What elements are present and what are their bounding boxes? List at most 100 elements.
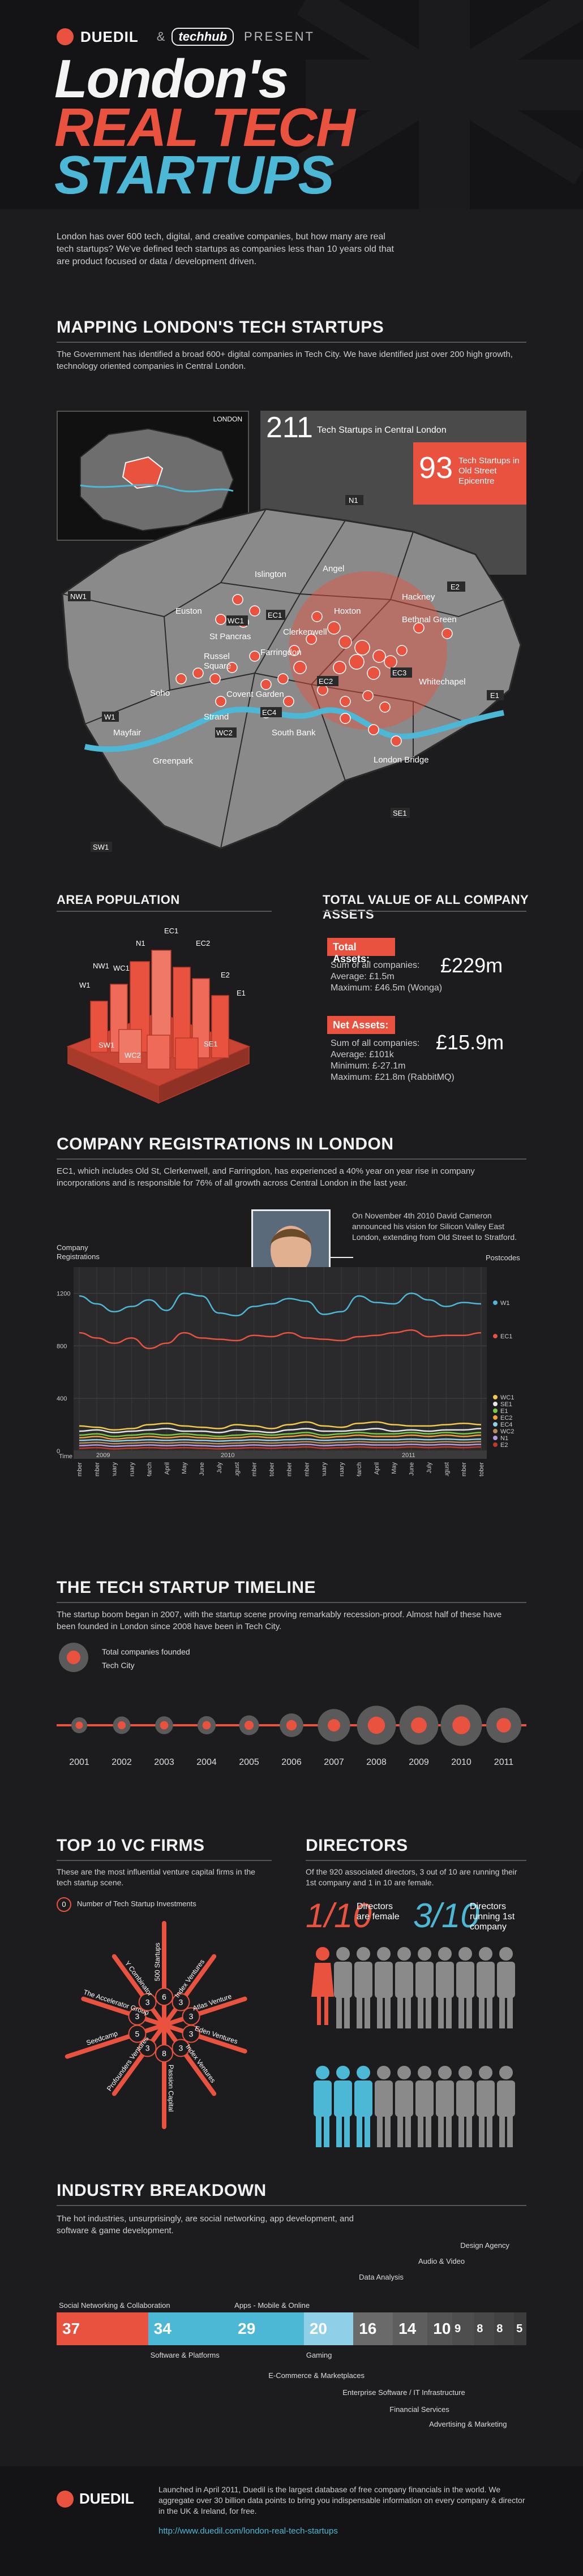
assets-title: TOTAL VALUE OF ALL COMPANY ASSETS	[323, 893, 529, 921]
industry-segment-label: E-Commerce & Marketplaces	[268, 2371, 365, 2380]
ampersand: &	[156, 29, 165, 44]
legend-label-e2: E2	[500, 1442, 508, 1449]
timeline-year-label: 2010	[451, 1757, 471, 1767]
svg-text:WC1: WC1	[113, 964, 130, 972]
x-tick-label: February	[129, 1462, 136, 1476]
vc-count-circle	[172, 2039, 190, 2057]
director-icon	[477, 2066, 495, 2147]
timeline-title: THE TECH STARTUP TIMELINE	[57, 1578, 316, 1597]
vc-spoke	[112, 1954, 166, 2027]
legend-label-se1: SE1	[500, 1401, 512, 1408]
legend-dot-wc1	[493, 1395, 498, 1399]
series-line-e2	[79, 1446, 482, 1450]
svg-text:Euston: Euston	[175, 606, 202, 616]
tech-city-bubble	[367, 1716, 385, 1734]
series-line-ec4	[79, 1438, 482, 1442]
timeline-text: The startup boom began in 2007, with the…	[57, 1610, 502, 1631]
svg-text:Covent Garden: Covent Garden	[226, 690, 284, 699]
svg-text:EC1: EC1	[268, 611, 282, 619]
vc-count: 3	[145, 2043, 150, 2052]
tech-city-bubble	[245, 1721, 254, 1730]
industry-segment: 8	[474, 2312, 495, 2345]
x-tick-label: December	[303, 1462, 310, 1476]
x-tick-label: July	[216, 1462, 223, 1474]
footer-link[interactable]: http://www.duedil.com/london-real-tech-s…	[158, 2526, 338, 2536]
directors-silhouettes	[311, 1947, 515, 2147]
svg-text:Hackney: Hackney	[402, 592, 435, 602]
svg-text:South Bank: South Bank	[272, 728, 316, 738]
timeline-year-label: 2002	[112, 1757, 132, 1767]
series-line-e1	[79, 1432, 482, 1437]
svg-text:WC2: WC2	[125, 1051, 141, 1059]
legend-dot-e2	[493, 1442, 498, 1447]
timeline-year-label: 2004	[196, 1757, 217, 1767]
vc-count-circle	[182, 2024, 200, 2043]
year-2009-label: 2009	[96, 1452, 110, 1459]
x-tick-label: June	[199, 1462, 205, 1476]
svg-text:Strand: Strand	[204, 712, 229, 722]
net-min: Minimum: £-27.1m	[331, 1061, 406, 1071]
total-max: Maximum: £46.5m (Wonga)	[331, 983, 443, 993]
x-tick-label: November	[286, 1462, 293, 1476]
director-icon	[395, 1947, 413, 2028]
svg-text:E2: E2	[221, 971, 230, 979]
svg-text:WC1: WC1	[228, 617, 244, 625]
vc-count: 3	[189, 2029, 194, 2038]
legend-dot-ec2	[493, 1415, 498, 1420]
legend-dot-e1	[493, 1408, 498, 1413]
timeline-year-label: 2009	[409, 1757, 429, 1767]
x-tick-label: October	[269, 1462, 276, 1476]
legend-label-w1: W1	[500, 1300, 510, 1307]
x-tick-label: February	[338, 1462, 345, 1476]
legend-label-wc2: WC2	[500, 1428, 514, 1435]
y-tick-label: 400	[57, 1395, 67, 1402]
vc-count: 8	[162, 2049, 166, 2058]
svg-text:NW1: NW1	[70, 592, 87, 601]
timeline-rule	[57, 1602, 526, 1603]
vc-count-circle	[138, 1993, 157, 2011]
vc-legend-label: Number of Tech Startup Investments	[77, 1899, 196, 1908]
industry-segment: 37	[57, 2312, 148, 2345]
area-labels: Islington Angel Hackney Euston Hoxton St Pan…	[113, 564, 466, 766]
x-tick-label: October	[478, 1462, 485, 1476]
x-tick-label: January	[321, 1462, 328, 1476]
epicentre-count: 93	[419, 451, 453, 485]
first-company-label: Directors running 1st company	[470, 1902, 515, 1932]
tech-city-bubble	[328, 1719, 340, 1731]
legend-label-e1: E1	[500, 1408, 508, 1415]
union-jack-graphic	[297, 0, 583, 209]
series-line-n1	[79, 1444, 482, 1448]
header-band	[0, 0, 583, 209]
total-sum-label: Sum of all companies:	[331, 960, 420, 970]
total-count: 211	[266, 411, 313, 444]
x-tick-label: August	[234, 1462, 241, 1476]
london-inset-svg	[80, 428, 234, 532]
svg-text:Mayfair: Mayfair	[113, 728, 141, 738]
vc-count-circle	[128, 2007, 147, 2026]
legend-label-ec1: EC1	[500, 1333, 512, 1340]
mapping-text: The Government has identified a broad 60…	[57, 350, 513, 371]
industry-segment: 34	[148, 2312, 233, 2345]
x-tick-label: May	[181, 1462, 188, 1474]
timeline-year-label: 2003	[154, 1757, 174, 1767]
svg-text:Hoxton: Hoxton	[334, 606, 361, 616]
title-line-3: STARTUPS	[54, 145, 334, 205]
vc-spoke	[65, 2023, 166, 2059]
timeline-bubble-chart: 2001 2002 2003 2004 2005 2006 2007 2008 2009 2010…	[57, 1704, 526, 1767]
svg-text:EC2: EC2	[319, 677, 333, 686]
industry-segment: 29	[232, 2312, 304, 2345]
svg-text:Islington: Islington	[255, 570, 286, 579]
footer-brand-name: DUEDIL	[79, 2490, 134, 2507]
total-sum-value: £229m	[440, 954, 503, 977]
header-brand-row: DUEDIL & techhub PRESENT	[57, 27, 315, 46]
intro-text: London has over 600 tech, digital, and c…	[57, 232, 394, 266]
tech-city-bubble	[75, 1721, 83, 1729]
vc-count: 6	[162, 1992, 166, 2001]
industry-segment: 9	[452, 2312, 475, 2345]
series-line-se1	[79, 1428, 482, 1433]
industry-segment-label: Financial Services	[389, 2405, 449, 2414]
vc-count: 3	[178, 2043, 183, 2052]
industry-segment-label: Advertising & Marketing	[429, 2420, 507, 2428]
vc-count-circle	[155, 1988, 173, 2006]
